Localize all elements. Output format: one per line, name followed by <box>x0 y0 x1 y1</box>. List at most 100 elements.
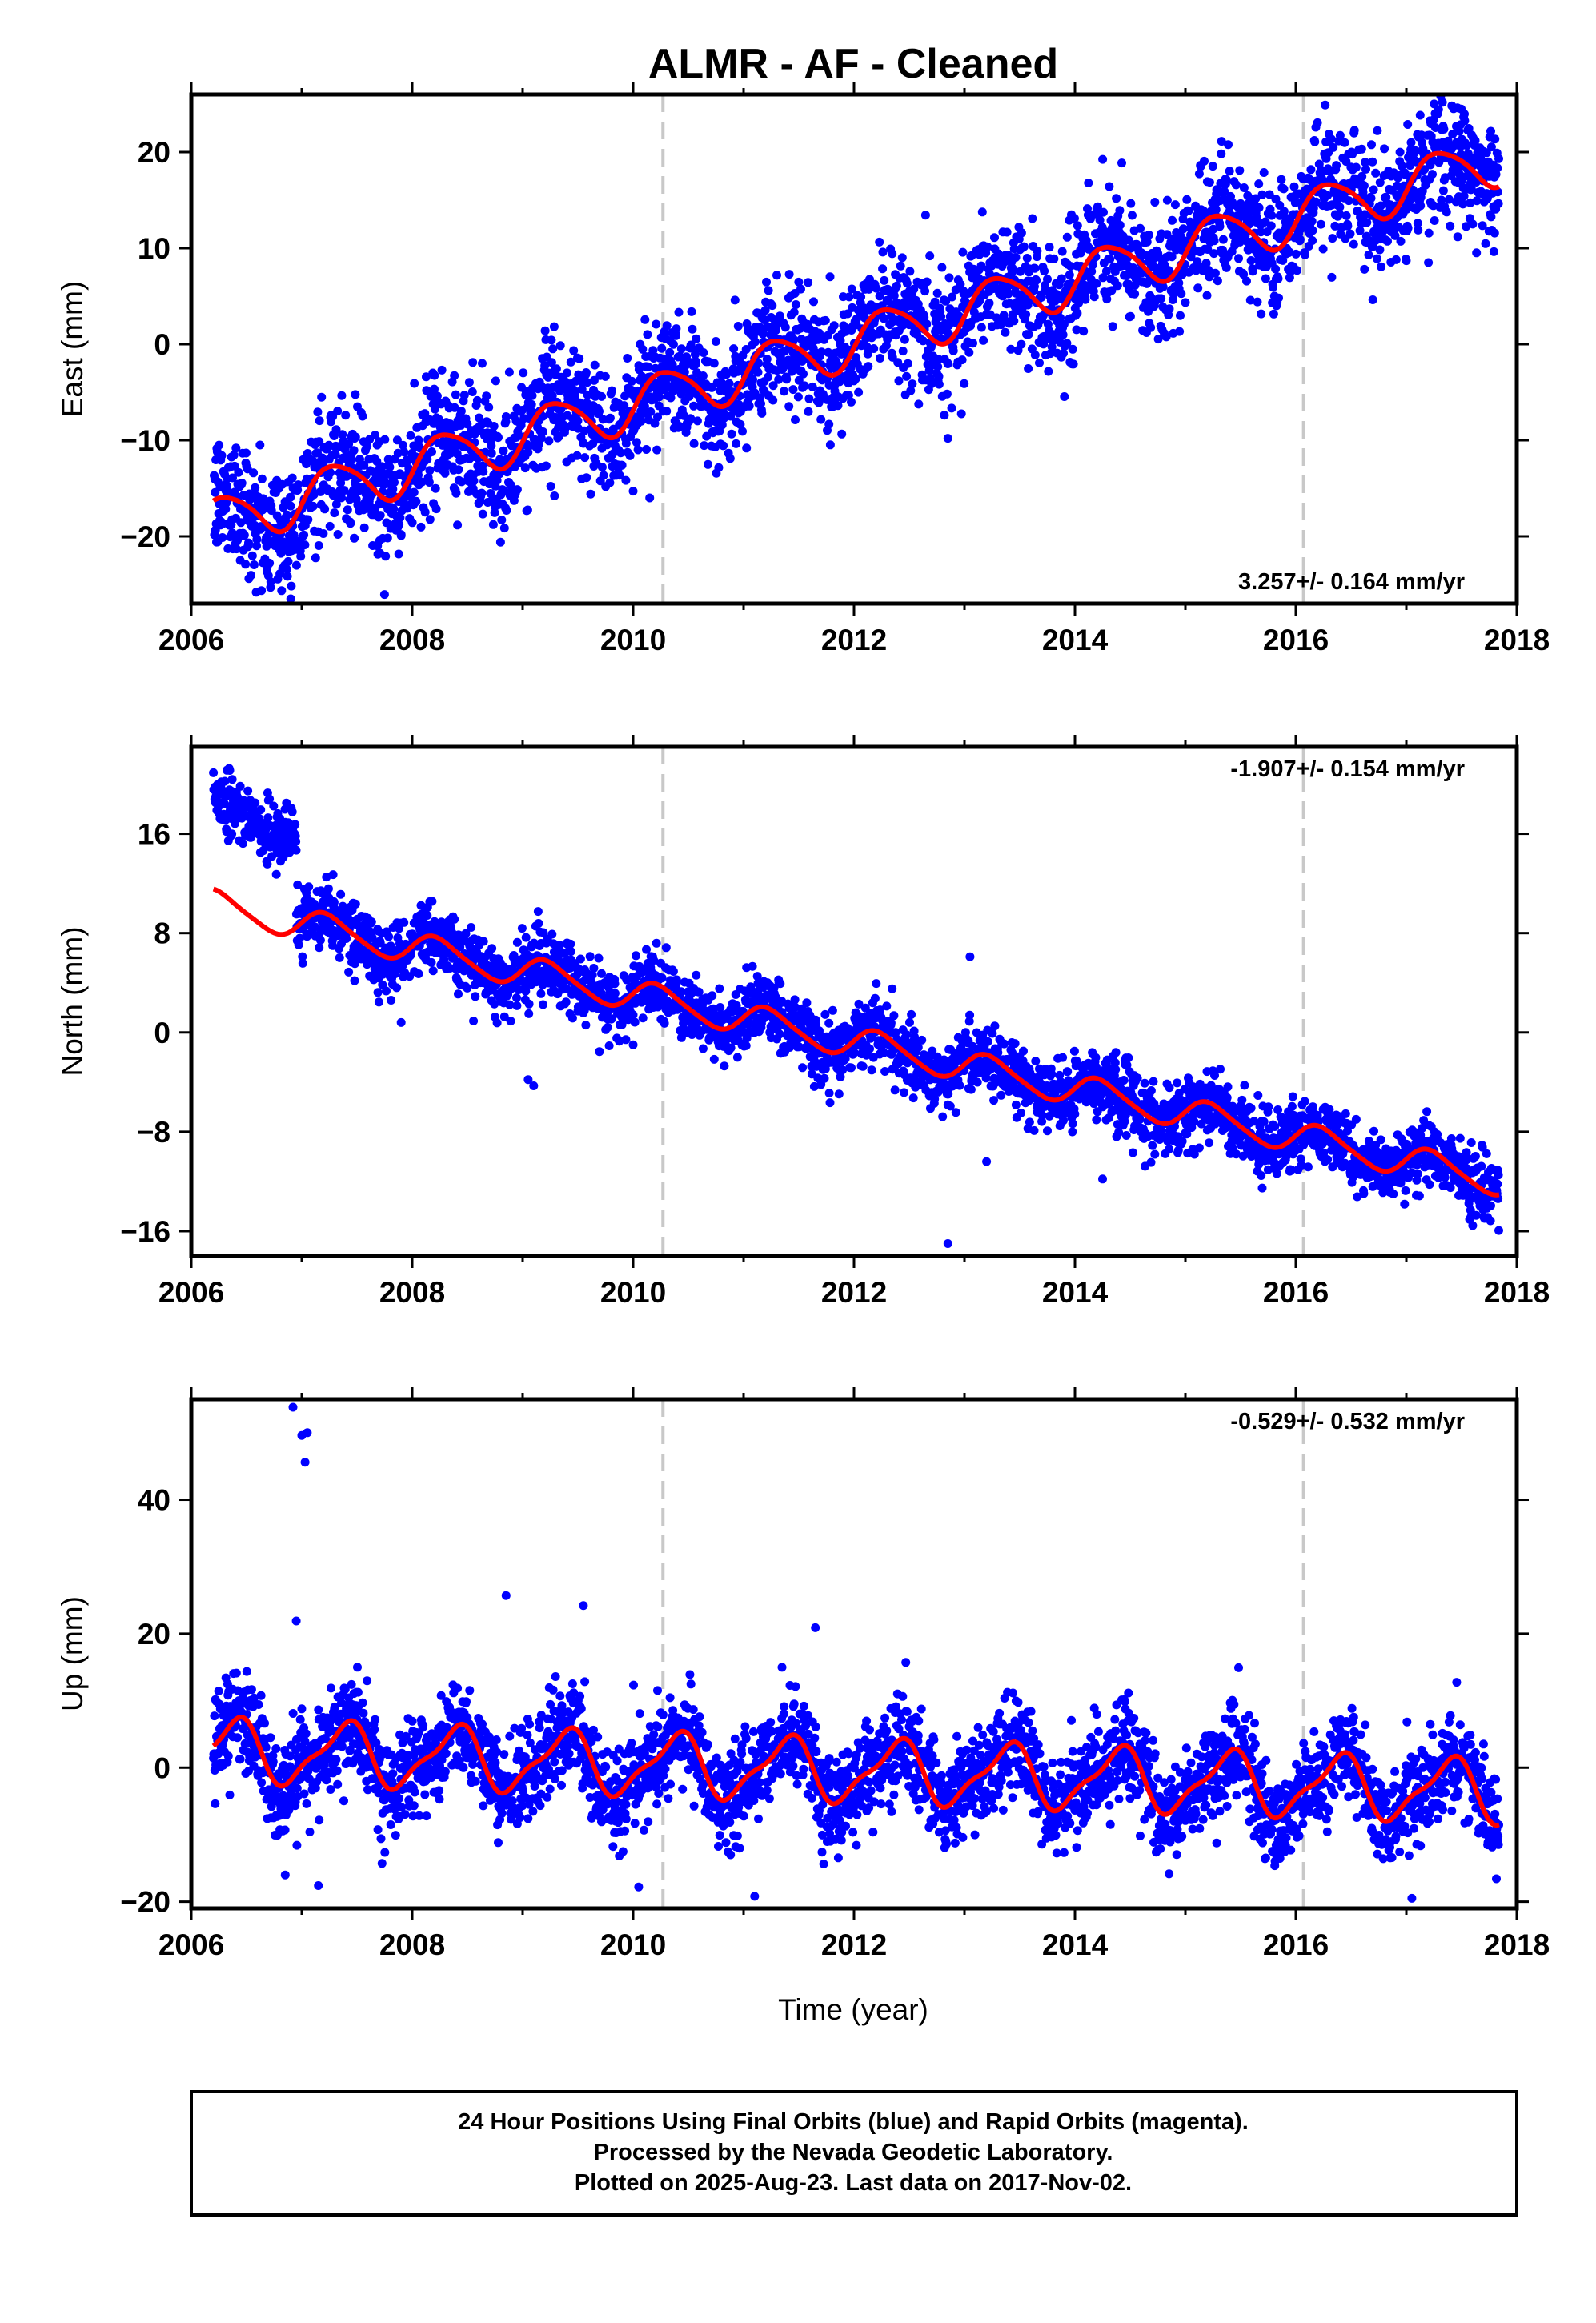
data-point <box>1202 291 1212 300</box>
data-point <box>725 454 735 463</box>
data-point <box>947 403 956 413</box>
data-point <box>220 776 230 786</box>
data-point <box>757 408 767 418</box>
data-point <box>409 487 419 497</box>
data-point <box>283 510 292 520</box>
data-point <box>1274 293 1283 303</box>
fit-curve <box>211 150 1501 535</box>
data-point <box>482 391 491 401</box>
data-point <box>832 359 842 369</box>
data-point <box>674 307 684 317</box>
data-point <box>351 390 360 399</box>
data-point <box>338 430 347 439</box>
data-point <box>315 437 324 447</box>
data-point <box>314 541 323 550</box>
data-point <box>689 439 699 448</box>
data-point <box>794 277 804 287</box>
data-point <box>1367 140 1376 150</box>
data-point <box>920 287 930 296</box>
data-point <box>709 1054 719 1064</box>
data-point <box>733 322 743 331</box>
data-point <box>469 476 479 486</box>
data-point <box>709 359 719 368</box>
data-point <box>1217 137 1226 146</box>
data-point <box>1101 267 1111 276</box>
data-point <box>690 350 700 359</box>
data-point <box>339 486 349 495</box>
data-point <box>809 297 818 307</box>
data-point <box>350 976 359 985</box>
data-point <box>453 520 463 530</box>
data-point <box>714 463 724 472</box>
data-points <box>210 94 1503 604</box>
data-point <box>501 412 511 421</box>
data-point <box>789 335 799 344</box>
data-point <box>512 1001 522 1010</box>
data-point <box>704 459 712 469</box>
data-point <box>325 521 335 531</box>
data-point <box>524 999 534 1009</box>
data-point <box>269 801 279 811</box>
data-point <box>686 414 696 423</box>
data-point <box>794 375 804 385</box>
data-point <box>492 1018 502 1028</box>
data-point <box>768 301 777 311</box>
data-point <box>608 386 616 395</box>
data-point <box>1453 232 1462 242</box>
data-point <box>399 447 409 457</box>
data-point <box>707 383 716 392</box>
data-point <box>1403 223 1413 233</box>
data-point <box>550 491 559 500</box>
data-point <box>875 291 884 301</box>
data-point <box>1252 213 1261 223</box>
data-point <box>640 402 649 411</box>
data-point <box>762 277 771 287</box>
data-point <box>699 348 708 357</box>
data-point <box>410 379 419 388</box>
data-point <box>983 242 992 251</box>
data-point <box>541 461 551 471</box>
data-point <box>283 572 292 581</box>
data-point <box>920 211 930 220</box>
data-point <box>927 379 936 388</box>
data-point <box>563 368 571 378</box>
data-point <box>738 427 747 436</box>
data-point <box>1327 134 1336 144</box>
data-point <box>566 939 575 949</box>
data-point <box>1039 339 1049 349</box>
data-point <box>349 446 359 455</box>
data-point <box>666 393 676 403</box>
data-point <box>566 357 575 367</box>
data-point <box>1308 226 1317 235</box>
data-point <box>796 323 805 333</box>
data-point <box>1098 273 1108 283</box>
data-point <box>790 995 800 1005</box>
data-point <box>377 462 387 471</box>
data-point <box>572 451 582 460</box>
data-point <box>1355 226 1365 235</box>
data-point <box>715 984 724 993</box>
data-point <box>547 358 556 367</box>
data-point <box>1193 283 1203 293</box>
data-point <box>1446 221 1455 231</box>
data-point <box>497 516 507 524</box>
data-point <box>1261 274 1270 283</box>
data-point <box>717 420 727 430</box>
data-point <box>499 524 509 533</box>
data-point <box>546 482 555 491</box>
data-point <box>1360 210 1369 219</box>
data-point <box>719 441 728 451</box>
y-tick-label: 10 <box>138 232 170 265</box>
data-point <box>644 362 653 371</box>
data-point <box>1168 215 1177 225</box>
data-point <box>687 307 696 316</box>
data-point <box>1009 265 1018 275</box>
y-tick-label: 0 <box>154 328 170 361</box>
data-point <box>385 463 395 472</box>
data-point <box>249 468 259 478</box>
data-point <box>420 508 430 517</box>
data-point <box>388 484 398 494</box>
data-point <box>1220 187 1229 196</box>
data-point <box>343 505 352 515</box>
data-point <box>672 975 681 985</box>
